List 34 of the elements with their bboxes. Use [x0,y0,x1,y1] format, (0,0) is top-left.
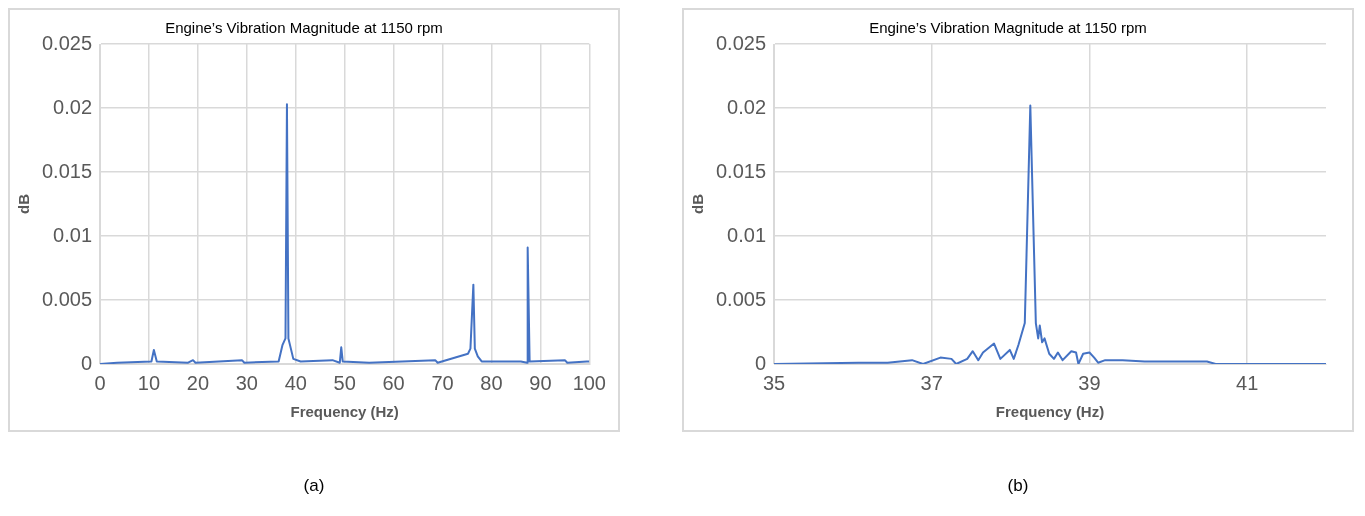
y-tick-label: 0.025 [715,31,767,54]
y-tick-label: 0 [80,351,93,374]
x-axis-title: Frequency (Hz) [290,403,399,421]
y-tick-label: 0.02 [727,95,767,118]
y-tick-label: 0.005 [715,287,767,310]
x-axis-title: Frequency (Hz) [995,403,1105,421]
x-tick-label: 30 [235,371,258,394]
x-tick-label: 100 [572,371,606,394]
y-tick-label: 0.005 [41,287,93,310]
x-tick-label: 41 [1236,371,1259,394]
text: (a) [303,476,325,496]
x-tick-label: 20 [186,371,210,394]
x-tick-label: 37 [920,371,943,394]
x-tick-label: 80 [480,371,503,394]
chart-title: Engine’s Vibration Magnitude at 1150 rpm [165,19,443,37]
y-tick-label: 0.01 [53,223,93,246]
y-tick-label: 0.01 [727,223,767,246]
x-tick-label: 39 [1078,371,1101,394]
text: (b) [1007,476,1029,496]
y-tick-label: 0.015 [715,159,767,182]
x-tick-label: 10 [137,371,161,394]
x-tick-label: 40 [284,371,307,394]
x-tick-label: 35 [762,371,786,394]
y-axis-title: dB [15,193,33,214]
x-tick-label: 60 [382,371,405,394]
y-tick-label: 0 [754,351,767,374]
y-tick-label: 0.02 [53,95,93,118]
x-tick-label: 70 [431,371,454,394]
y-axis-title: dB [689,193,707,214]
x-tick-label: 90 [529,371,552,394]
y-tick-label: 0.015 [41,159,93,182]
y-tick-label: 0.025 [41,31,93,54]
chart-title: Engine’s Vibration Magnitude at 1150 rpm [869,19,1147,37]
x-tick-label: 50 [333,371,356,394]
